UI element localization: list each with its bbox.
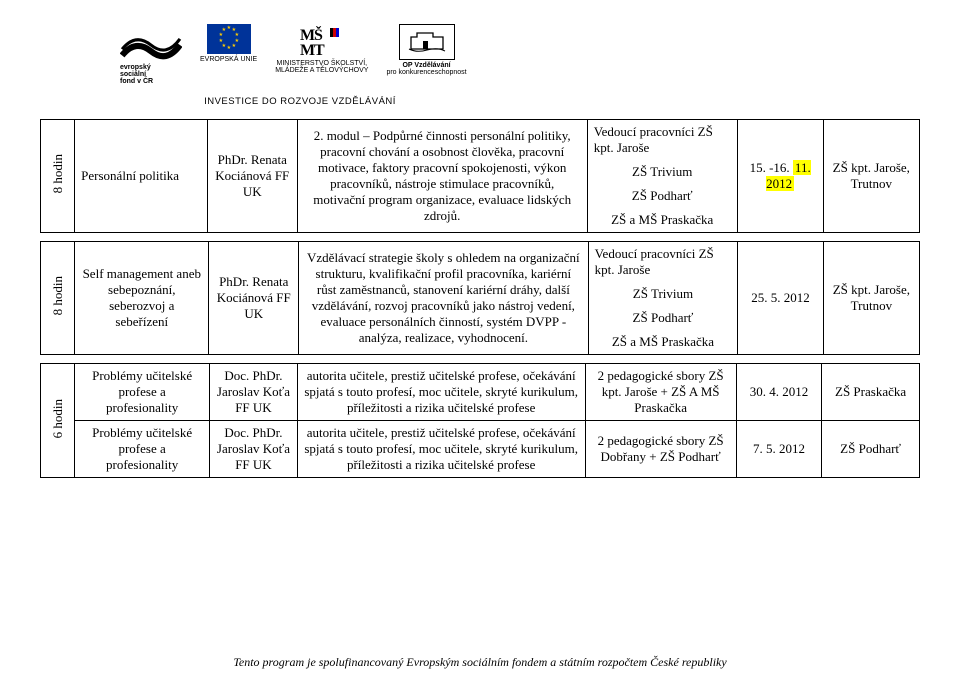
header-logo-strip: evropský sociální fond v ČR ★ ★ ★ ★ ★ ★ … [120,24,920,102]
eu-label: EVROPSKÁ UNIE [200,56,257,63]
content-cell: autorita učitele, prestiž učitelské prof… [297,364,585,421]
invest-tagline: INVESTICE DO ROZVOJE VZDĚLÁVÁNÍ [120,96,480,107]
table-row: 6 hodin Problémy učitelské profese a pro… [41,364,920,421]
hours-label: 6 hodin [41,364,75,478]
lecturer-cell: Doc. PhDr. Jaroslav Koťa FF UK [210,421,298,478]
participants-cell: Vedoucí pracovníci ZŠ kpt. Jaroše ZŠ Tri… [588,242,738,355]
eu-flag-icon: ★ ★ ★ ★ ★ ★ ★ ★ ★ ★ [207,24,251,54]
opvk-logo: OP Vzdělávání pro konkurenceschopnost [386,24,466,76]
lecturer-cell: PhDr. Renata Kociánová FF UK [207,120,297,233]
opvk-label: OP Vzdělávání pro konkurenceschopnost [386,62,466,76]
esf-logo: evropský sociální fond v ČR [120,24,182,85]
content-cell: Vzdělávací strategie školy s ohledem na … [299,242,589,355]
topic-cell: Problémy učitelské profese a profesional… [75,364,210,421]
topic-cell: Self management aneb sebepoznání, sebero… [75,242,209,355]
footer-note: Tento program je spolufinancovaný Evrops… [0,655,960,670]
date-cell: 15. -16. 11. 2012 [737,120,823,233]
participants-cell: 2 pedagogické sbory ZŠ kpt. Jaroše + ZŠ … [585,364,736,421]
participants-cell: Vedoucí pracovníci ZŠ kpt. Jaroše ZŠ Tri… [587,120,737,233]
date-cell: 25. 5. 2012 [738,242,823,355]
schedule-block-2: 8 hodin Self management aneb sebepoznání… [40,241,920,355]
ministry-icon: M Š M T [295,24,349,58]
schedule-block-3: 6 hodin Problémy učitelské profese a pro… [40,363,920,478]
table-row: Problémy učitelské profese a profesional… [41,421,920,478]
place-cell: ZŠ kpt. Jaroše, Trutnov [823,242,919,355]
participants-cell: 2 pedagogické sbory ZŠ Dobřany + ZŠ Podh… [585,421,736,478]
place-cell: ZŠ Praskačka [822,364,920,421]
opvk-icon [399,24,455,60]
table-row: 8 hodin Self management aneb sebepoznání… [41,242,920,355]
schedule-block-1: 8 hodin Personální politika PhDr. Renata… [40,119,920,233]
place-cell: ZŠ kpt. Jaroše, Trutnov [823,120,919,233]
date-cell: 30. 4. 2012 [736,364,821,421]
esf-label: evropský sociální fond v ČR [120,64,182,85]
topic-cell: Problémy učitelské profese a profesional… [75,421,210,478]
hours-label: 8 hodin [41,120,75,233]
lecturer-cell: PhDr. Renata Kociánová FF UK [209,242,299,355]
date-cell: 7. 5. 2012 [736,421,821,478]
content-cell: 2. modul – Podpůrné činnosti personální … [297,120,587,233]
svg-text:M: M [300,42,315,56]
hours-label: 8 hodin [41,242,75,355]
table-row: 8 hodin Personální politika PhDr. Renata… [41,120,920,233]
esf-wave-icon [120,24,182,62]
place-cell: ZŠ Podharť [822,421,920,478]
ministry-label: MINISTERSTVO ŠKOLSTVÍ, MLÁDEŽE A TĚLOVÝC… [275,60,368,74]
content-cell: autorita učitele, prestiž učitelské prof… [297,421,585,478]
eu-logo: ★ ★ ★ ★ ★ ★ ★ ★ ★ ★ EVROPSKÁ UNIE [200,24,257,63]
lecturer-cell: Doc. PhDr. Jaroslav Koťa FF UK [210,364,298,421]
ministry-logo: M Š M T MINISTERSTVO ŠKOLSTVÍ, MLÁDEŽE A… [275,24,368,74]
topic-cell: Personální politika [75,120,208,233]
svg-text:T: T [314,42,325,56]
